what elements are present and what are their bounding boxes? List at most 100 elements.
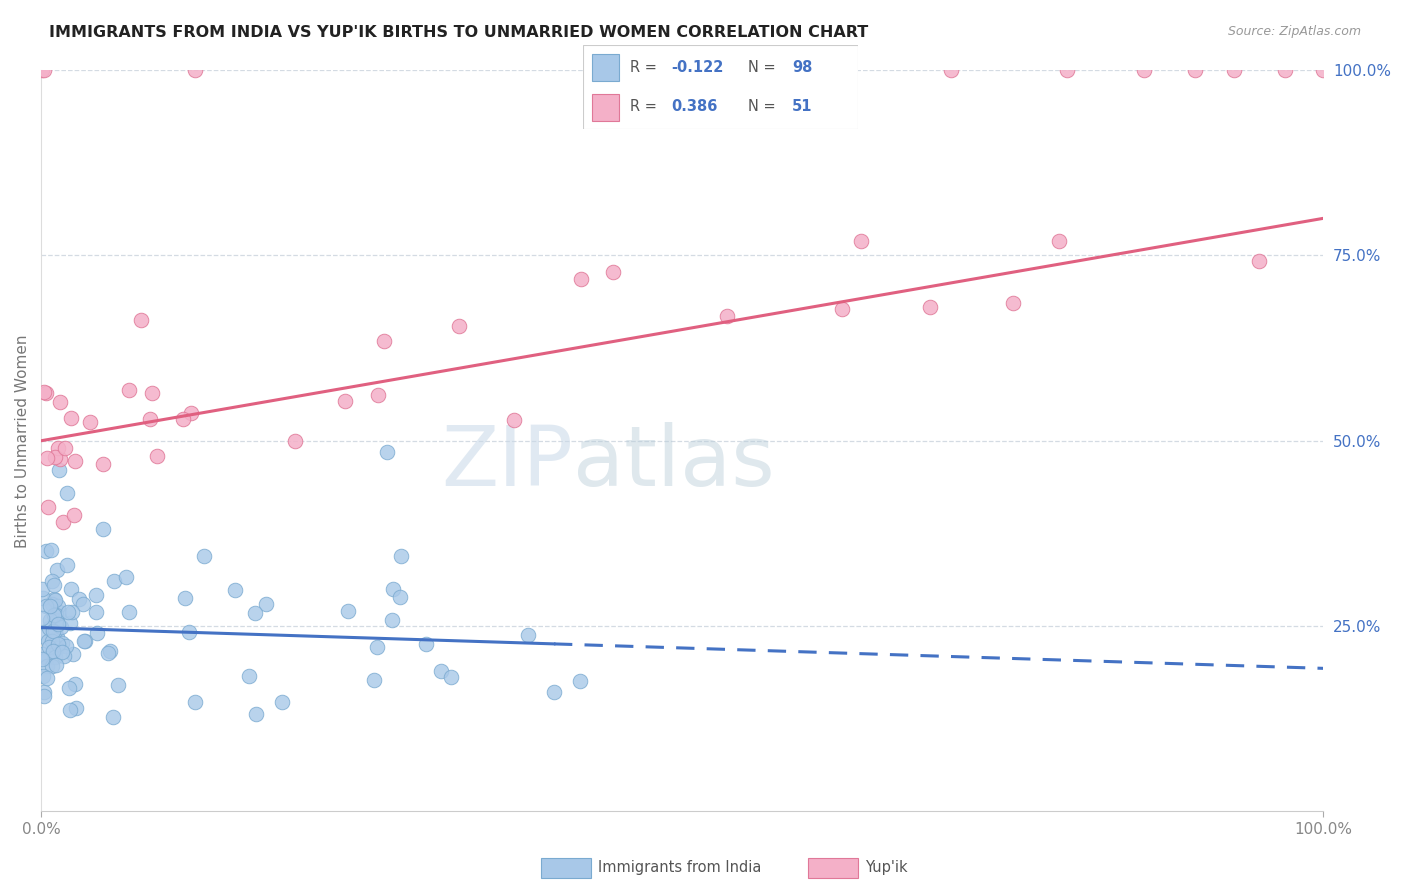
Text: N =: N = (748, 99, 780, 114)
Point (174, 591, 197, 606)
Point (65, 700, 87, 714)
Point (32, 668, 55, 682)
Point (1312, 63, 1334, 78)
Point (98, 644, 121, 658)
Point (31, 63, 53, 78)
Text: Immigrants from India: Immigrants from India (598, 861, 761, 875)
Point (46, 617, 69, 632)
Point (49, 451, 72, 466)
Point (46, 599, 69, 614)
Point (363, 673, 385, 687)
Point (73, 634, 96, 648)
Point (38, 640, 60, 654)
Text: 51: 51 (792, 99, 813, 114)
Point (141, 386, 163, 401)
Point (918, 300, 941, 314)
Point (1184, 63, 1206, 78)
Text: R =: R = (630, 99, 662, 114)
Point (72, 634, 94, 648)
Point (373, 334, 395, 348)
Text: -0.122: -0.122 (671, 60, 724, 75)
Point (1274, 63, 1296, 78)
Point (37, 659, 59, 673)
Point (55, 639, 77, 653)
Point (849, 234, 872, 248)
Text: IMMIGRANTS FROM INDIA VS YUP'IK BIRTHS TO UNMARRIED WOMEN CORRELATION CHART: IMMIGRANTS FROM INDIA VS YUP'IK BIRTHS T… (49, 25, 869, 40)
Point (55, 441, 77, 455)
Point (101, 709, 124, 723)
Point (44, 624, 66, 638)
Point (440, 670, 463, 684)
Text: 0.386: 0.386 (671, 99, 717, 114)
Point (79, 415, 101, 429)
Point (59, 582, 82, 596)
Point (39, 543, 62, 558)
Point (60, 606, 83, 620)
Point (671, 63, 693, 78)
Point (1222, 63, 1244, 78)
Point (367, 388, 389, 402)
Text: N =: N = (748, 60, 780, 75)
Point (568, 673, 591, 688)
Point (224, 583, 246, 598)
Point (35, 599, 58, 613)
Point (335, 394, 357, 409)
Point (117, 384, 139, 398)
Point (184, 63, 207, 78)
Text: ZIP: ZIP (441, 423, 574, 503)
Point (41, 633, 63, 648)
Point (32, 629, 55, 643)
Point (146, 449, 169, 463)
Point (42, 624, 65, 639)
Point (389, 590, 412, 604)
Point (825, 63, 848, 78)
Point (941, 63, 963, 78)
Point (44, 450, 66, 464)
Point (34, 689, 56, 703)
Point (366, 640, 388, 654)
Point (45, 614, 67, 628)
Point (35, 650, 58, 665)
Point (602, 265, 624, 279)
Y-axis label: Births to Unmarried Women: Births to Unmarried Women (15, 334, 30, 548)
Point (41, 574, 63, 588)
Point (502, 413, 524, 427)
Point (115, 569, 138, 583)
Point (31, 591, 53, 605)
Point (449, 318, 471, 333)
Point (86, 605, 108, 619)
Point (32, 63, 55, 78)
Point (270, 695, 292, 709)
Point (37, 500, 59, 514)
Point (41, 597, 63, 611)
FancyBboxPatch shape (592, 94, 619, 120)
Point (38, 621, 60, 635)
Point (63, 676, 86, 690)
Point (517, 627, 540, 641)
Point (184, 695, 207, 709)
Point (172, 412, 194, 426)
Point (49, 620, 72, 634)
Point (97, 646, 120, 660)
Point (67, 592, 90, 607)
Point (1056, 63, 1078, 78)
Point (59, 410, 82, 425)
Point (45, 607, 67, 622)
Point (35, 544, 58, 558)
Point (63, 454, 86, 468)
Point (243, 606, 266, 620)
Point (129, 313, 152, 327)
Point (118, 605, 141, 619)
Point (31, 611, 53, 625)
Point (103, 574, 125, 589)
Point (45, 641, 67, 656)
Point (42, 578, 65, 592)
Point (31, 647, 53, 661)
Text: atlas: atlas (574, 423, 775, 503)
Point (107, 678, 129, 692)
Point (831, 302, 853, 317)
Point (177, 624, 200, 639)
Point (245, 707, 267, 722)
Point (1047, 234, 1070, 248)
Point (46, 637, 69, 651)
